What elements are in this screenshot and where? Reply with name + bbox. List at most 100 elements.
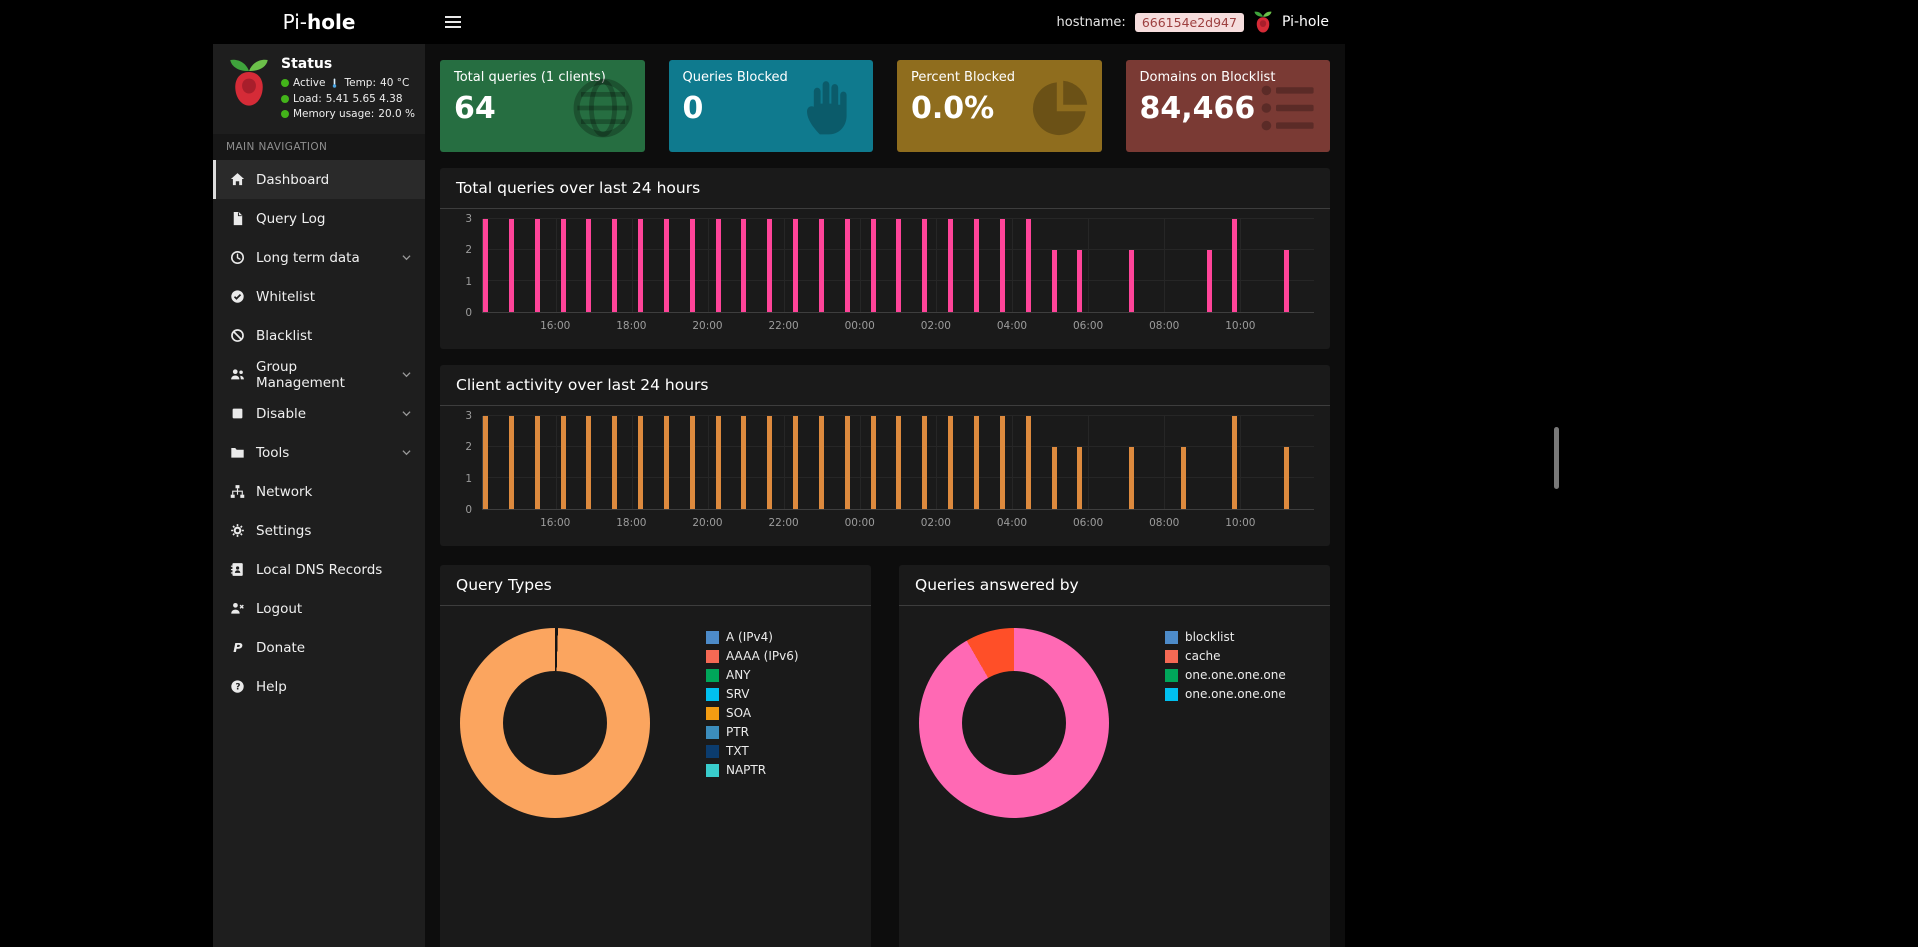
bar[interactable]: [534, 219, 540, 312]
bar[interactable]: [973, 219, 979, 312]
bar[interactable]: [767, 416, 773, 509]
bar[interactable]: [560, 416, 566, 509]
sidebar-item-donate[interactable]: P Donate: [213, 628, 425, 667]
bar[interactable]: [818, 219, 824, 312]
sidebar-item-local-dns-records[interactable]: Local DNS Records: [213, 550, 425, 589]
query-types-chart[interactable]: A (IPv4) AAAA (IPv6) ANY SRV SOA PTR TXT NAPTR: [456, 616, 855, 818]
bar[interactable]: [508, 219, 514, 312]
donut-chart[interactable]: [460, 628, 650, 818]
bar[interactable]: [612, 416, 618, 509]
bar[interactable]: [1232, 219, 1238, 312]
bar[interactable]: [715, 416, 721, 509]
bar[interactable]: [948, 416, 954, 509]
bar[interactable]: [1206, 250, 1212, 312]
sidebar-item-logout[interactable]: Logout: [213, 589, 425, 628]
sidebar-item-network[interactable]: Network: [213, 472, 425, 511]
bar[interactable]: [612, 219, 618, 312]
bar[interactable]: [663, 416, 669, 509]
bar[interactable]: [689, 416, 695, 509]
hostname-label: hostname:: [1056, 14, 1126, 30]
bar[interactable]: [793, 219, 799, 312]
legend-label: AAAA (IPv6): [726, 649, 799, 663]
sidebar-item-settings[interactable]: Settings: [213, 511, 425, 550]
bar[interactable]: [844, 219, 850, 312]
bar[interactable]: [715, 219, 721, 312]
load-label: Load:: [293, 93, 322, 105]
bar-plot-area[interactable]: [482, 218, 1314, 313]
bar[interactable]: [483, 416, 488, 509]
bar[interactable]: [818, 416, 824, 509]
legend-label: A (IPv4): [726, 630, 773, 644]
bar[interactable]: [1232, 416, 1238, 509]
bar[interactable]: [689, 219, 695, 312]
bar[interactable]: [1077, 447, 1083, 509]
bar[interactable]: [767, 219, 773, 312]
bar[interactable]: [1284, 250, 1290, 312]
memory-value: 20.0 %: [378, 108, 415, 120]
sidebar-item-whitelist[interactable]: Whitelist: [213, 277, 425, 316]
bar[interactable]: [483, 219, 488, 312]
bar[interactable]: [586, 219, 592, 312]
client-activity-chart[interactable]: 0 1 2 3 16:00 18:00 20:00 22:00 00:00 02:00 04:00 0…: [456, 410, 1314, 534]
bar[interactable]: [1180, 447, 1186, 509]
legend-item-ptr[interactable]: PTR: [706, 725, 799, 739]
bar[interactable]: [663, 219, 669, 312]
sidebar-item-query-log[interactable]: Query Log: [213, 199, 425, 238]
bar[interactable]: [896, 416, 902, 509]
legend-item-aaaa-ipv6[interactable]: AAAA (IPv6): [706, 649, 799, 663]
bar[interactable]: [1129, 250, 1135, 312]
brand[interactable]: Pi-hole: [213, 10, 425, 34]
bar[interactable]: [1025, 416, 1031, 509]
bar[interactable]: [638, 416, 644, 509]
bar[interactable]: [508, 416, 514, 509]
bar[interactable]: [1284, 447, 1290, 509]
bar[interactable]: [922, 416, 928, 509]
bar[interactable]: [844, 416, 850, 509]
legend-item-cache[interactable]: cache: [1165, 649, 1286, 663]
sidebar-item-tools[interactable]: Tools: [213, 433, 425, 472]
x-tick-label: 10:00: [1225, 320, 1256, 332]
bar[interactable]: [741, 416, 747, 509]
bar[interactable]: [870, 219, 876, 312]
sidebar-item-dashboard[interactable]: Dashboard: [213, 160, 425, 199]
bar[interactable]: [973, 416, 979, 509]
legend-item-any[interactable]: ANY: [706, 668, 799, 682]
bar[interactable]: [1129, 447, 1135, 509]
sidebar-item-disable[interactable]: Disable: [213, 394, 425, 433]
hamburger-icon[interactable]: [439, 10, 467, 34]
bar[interactable]: [870, 416, 876, 509]
bar[interactable]: [1051, 447, 1057, 509]
bar[interactable]: [1025, 219, 1031, 312]
bar[interactable]: [1077, 250, 1083, 312]
sidebar-item-long-term-data[interactable]: Long term data: [213, 238, 425, 277]
legend-item-one-one-one-one[interactable]: one.one.one.one: [1165, 668, 1286, 682]
legend-item-srv[interactable]: SRV: [706, 687, 799, 701]
bar[interactable]: [586, 416, 592, 509]
bar[interactable]: [922, 219, 928, 312]
donut-chart[interactable]: [919, 628, 1109, 818]
legend-item-naptr[interactable]: NAPTR: [706, 763, 799, 777]
legend-item-a-ipv4[interactable]: A (IPv4): [706, 630, 799, 644]
scrollbar-thumb[interactable]: [1554, 427, 1559, 489]
bar[interactable]: [948, 219, 954, 312]
bar-plot-area[interactable]: [482, 415, 1314, 510]
legend-item-soa[interactable]: SOA: [706, 706, 799, 720]
bar[interactable]: [999, 219, 1005, 312]
bar[interactable]: [741, 219, 747, 312]
sidebar-item-group-management[interactable]: Group Management: [213, 355, 425, 394]
bar[interactable]: [793, 416, 799, 509]
sidebar-item-label: Help: [256, 678, 287, 695]
bar[interactable]: [534, 416, 540, 509]
queries-answered-by-chart[interactable]: blocklist cache one.one.one.one one.one.one…: [915, 616, 1314, 818]
legend-item-blocklist[interactable]: blocklist: [1165, 630, 1286, 644]
total-queries-chart[interactable]: 0 1 2 3 16:00 18:00 20:00 22:00 00:00 02:00 04:00 0…: [456, 213, 1314, 337]
sidebar-item-help[interactable]: ? Help: [213, 667, 425, 706]
bar[interactable]: [638, 219, 644, 312]
bar[interactable]: [1051, 250, 1057, 312]
legend-item-txt[interactable]: TXT: [706, 744, 799, 758]
bar[interactable]: [999, 416, 1005, 509]
bar[interactable]: [560, 219, 566, 312]
legend-item-one-one-one-one[interactable]: one.one.one.one: [1165, 687, 1286, 701]
bar[interactable]: [896, 219, 902, 312]
sidebar-item-blacklist[interactable]: Blacklist: [213, 316, 425, 355]
